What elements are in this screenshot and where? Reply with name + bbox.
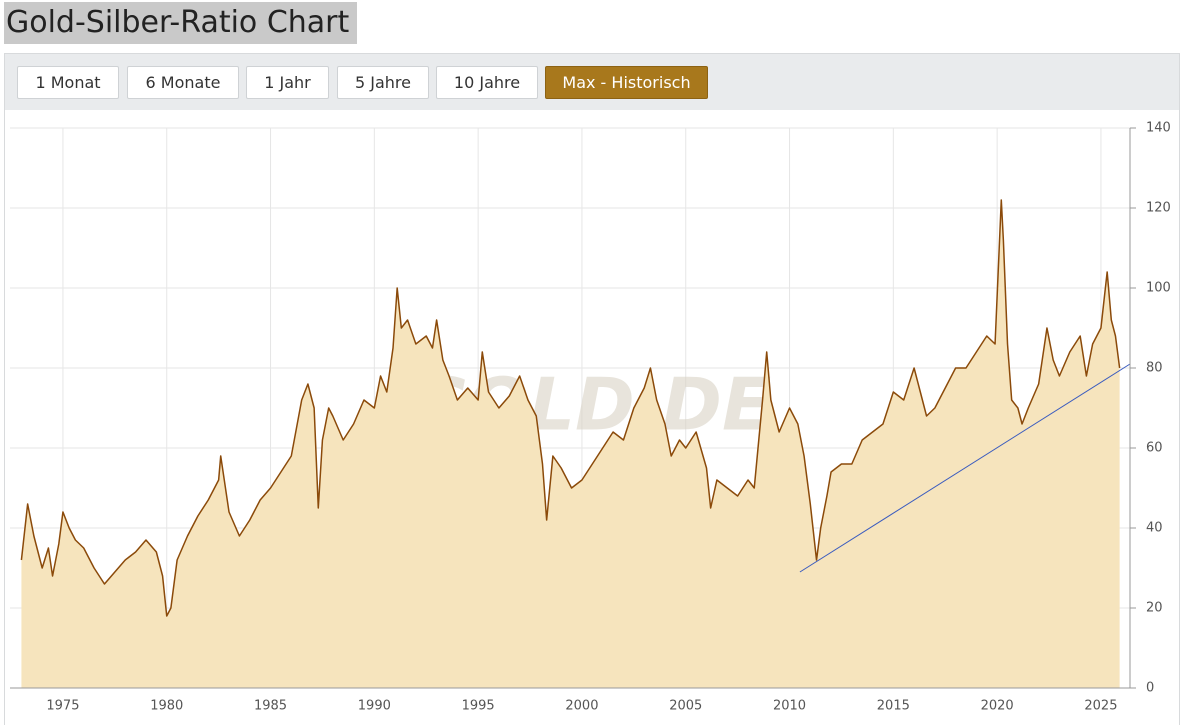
y-tick-label: 60 [1146, 441, 1163, 456]
y-tick-label: 120 [1146, 201, 1171, 216]
range-button[interactable]: 5 Jahre [337, 66, 429, 99]
area [21, 200, 1120, 688]
x-tick-label: 1995 [462, 699, 495, 714]
y-tick-label: 0 [1146, 681, 1154, 696]
y-tick-label: 40 [1146, 521, 1163, 536]
y-tick-label: 140 [1146, 121, 1171, 136]
y-tick-label: 20 [1146, 601, 1163, 616]
x-tick-label: 2015 [877, 699, 910, 714]
x-tick-label: 2025 [1084, 699, 1117, 714]
range-button[interactable]: 10 Jahre [436, 66, 538, 99]
trend-line [799, 363, 1131, 573]
y-tick-label: 80 [1146, 361, 1163, 376]
x-tick-label: 2010 [773, 699, 806, 714]
range-button[interactable]: 1 Jahr [246, 66, 329, 99]
range-button[interactable]: 6 Monate [127, 66, 239, 99]
x-tick-label: 2020 [981, 699, 1014, 714]
x-tick-label: 1980 [150, 699, 183, 714]
range-button[interactable]: 1 Monat [17, 66, 119, 99]
range-button[interactable]: Max - Historisch [545, 66, 708, 99]
x-tick-label: 2005 [669, 699, 702, 714]
x-tick-label: 2000 [565, 699, 598, 714]
x-tick-label: 1975 [46, 699, 79, 714]
x-tick-label: 1985 [254, 699, 287, 714]
range-toolbar: 1 Monat 6 Monate 1 Jahr 5 Jahre 10 Jahre Max … [5, 54, 1179, 110]
y-tick-label: 100 [1146, 281, 1171, 296]
chart: 0 20 40 60 80 100 120 140 1975 1980 1985 1990 1995 20… [10, 121, 1171, 714]
line [20, 199, 1121, 617]
page-title: Gold-Silber-Ratio Chart [4, 2, 358, 44]
x-tick-label: 1990 [358, 699, 391, 714]
